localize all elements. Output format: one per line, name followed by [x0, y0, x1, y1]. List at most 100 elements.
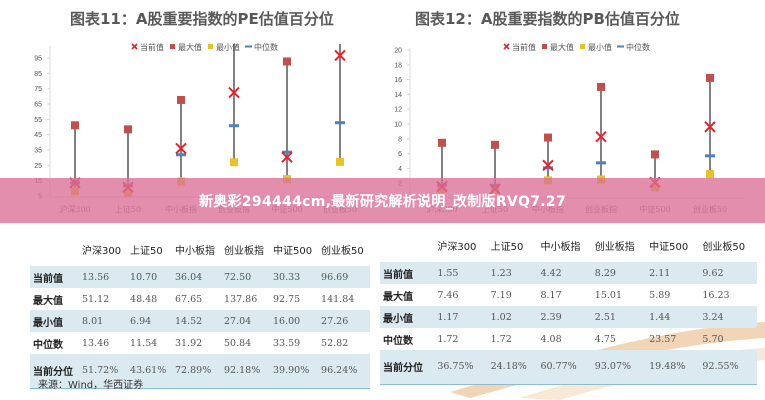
y-tick-label: 45 — [34, 132, 42, 139]
source-note: 来源：Wind，华西证券 — [38, 380, 144, 391]
max-marker — [544, 133, 552, 142]
table-cell: 33.59 — [273, 337, 301, 349]
table-cell: 27.04 — [221, 310, 271, 332]
table-cell: 43.61% — [127, 354, 173, 389]
table-cell: 52.82 — [321, 337, 349, 349]
table-corner — [30, 232, 79, 266]
table-cell: 10.70 — [127, 266, 173, 288]
column-header: 创业板50 — [702, 241, 746, 253]
table-row: 最大值 51.12 48.48 67.65 137.86 92.75 141.84 — [30, 288, 370, 310]
table-header-row: 沪深300 上证50 中小板指 创业板指 中证500 创业板50 — [30, 232, 370, 266]
column-header: 中证500 — [649, 241, 689, 253]
legend-label: 最小值 — [216, 42, 240, 52]
chart-title-pe: 图表11：A股重要指数的PE估值百分位 — [70, 10, 334, 28]
y-tick-label: 14 — [394, 92, 402, 99]
column-header: 沪深300 — [82, 245, 122, 257]
legend-label: 中位数 — [254, 42, 278, 52]
table-cell: 6.94 — [127, 310, 173, 332]
table-row: 最小值 1.17 1.02 2.39 2.51 1.44 3.24 — [380, 306, 757, 328]
table-cell: 30.33 — [270, 266, 319, 288]
y-tick-label: 85 — [34, 71, 42, 78]
min-marker — [230, 158, 238, 167]
table-row: 当前分位 36.75% 24.18% 60.77% 93.07% 19.48% 92.55% — [380, 350, 757, 385]
table-cell: 16.00 — [270, 310, 319, 332]
table-cell: 1.02 — [487, 306, 538, 328]
overlay-banner[interactable]: 新奥彩294444cm,最新研究解析说明_改制版RVQ7.27 — [0, 178, 765, 223]
column-header: 中证500 — [273, 245, 313, 257]
legend-label: 当前值 — [140, 42, 164, 52]
legend-label: 最大值 — [178, 42, 202, 52]
current-marker — [704, 121, 716, 133]
y-tick-label: 65 — [34, 102, 42, 109]
table-cell: 48.48 — [130, 293, 158, 305]
min-marker — [336, 157, 344, 166]
table-row: 当前值 13.56 10.70 36.04 72.50 30.33 96.69 — [30, 266, 370, 288]
table-cell: 60.77% — [537, 350, 592, 385]
table-cell: 8.17 — [540, 289, 562, 301]
chart-title-pb: 图表12：A股重要指数的PB估值百分位 — [415, 10, 680, 28]
table-corner — [380, 228, 434, 262]
max-marker — [438, 138, 446, 147]
legend-dash-icon — [617, 45, 624, 48]
table-cell: 96.69 — [318, 266, 370, 288]
max-marker — [71, 121, 79, 130]
column-header: 中小板指 — [175, 245, 216, 257]
table-cell: 1.17 — [434, 306, 488, 328]
table-cell: 14.52 — [172, 310, 222, 332]
row-header: 当前分位 — [30, 354, 79, 389]
max-marker — [124, 125, 132, 134]
current-marker — [281, 151, 293, 163]
table-header-row: 沪深300 上证50 中小板指 创业板指 中证500 创业板50 — [380, 228, 757, 262]
row-header: 当前值 — [380, 262, 435, 284]
current-marker — [595, 130, 607, 143]
median-marker — [596, 161, 606, 165]
table-cell: 27.26 — [318, 310, 370, 332]
table-cell: 1.72 — [437, 333, 459, 345]
table-cell: 9.62 — [699, 262, 757, 284]
table-row: 中位数 1.72 1.72 4.08 4.75 23.57 5.70 — [380, 328, 757, 350]
table-cell: 51.12 — [82, 293, 110, 305]
median-marker — [543, 166, 553, 170]
table-cell: 8.01 — [79, 310, 128, 332]
row-header: 当前分位 — [380, 350, 435, 385]
row-header: 最小值 — [30, 310, 79, 332]
column-header: 沪深300 — [437, 241, 477, 253]
table-row: 当前分位 51.72% 43.61% 72.89% 92.18% 39.90% 96.24% — [30, 354, 370, 389]
legend-x-icon — [503, 43, 510, 50]
current-marker — [228, 86, 240, 99]
legend-label: 最小值 — [588, 42, 612, 52]
legend-label: 最大值 — [550, 42, 574, 52]
column-header: 创业板指 — [594, 241, 635, 253]
table-cell: 96.24% — [318, 354, 370, 389]
table-cell: 39.90% — [270, 354, 319, 389]
table-cell: 137.86 — [224, 293, 258, 305]
table-cell: 5.89 — [649, 289, 671, 301]
table-cell: 2.39 — [537, 306, 592, 328]
y-tick-label: 35 — [34, 148, 42, 155]
legend-square-icon — [542, 44, 547, 49]
table-cell: 2.51 — [591, 306, 647, 328]
row-header: 最小值 — [380, 306, 435, 328]
column-header: 创业板指 — [224, 245, 265, 257]
table-cell: 13.56 — [79, 266, 128, 288]
table-cell: 11.54 — [130, 337, 158, 349]
current-marker — [175, 142, 187, 155]
y-tick-label: 12 — [394, 107, 402, 114]
table-cell: 1.44 — [646, 306, 700, 328]
table-cell: 92.18% — [221, 354, 271, 389]
table-cell: 92.55% — [699, 350, 757, 385]
max-marker — [491, 140, 499, 149]
table-cell: 67.65 — [175, 293, 203, 305]
legend-label: 当前值 — [512, 42, 536, 52]
table-row: 最小值 8.01 6.94 14.52 27.04 16.00 27.26 — [30, 310, 370, 332]
table-cell: 8.29 — [591, 262, 647, 284]
table-cell: 72.50 — [221, 266, 271, 288]
table-cell: 5.70 — [702, 333, 724, 345]
median-marker — [176, 153, 186, 157]
median-marker — [229, 124, 239, 128]
table-cell: 1.23 — [487, 262, 538, 284]
y-tick-label: 75 — [34, 86, 42, 93]
legend-dash-icon — [245, 45, 252, 48]
legend-square-icon — [170, 44, 175, 49]
legend-square-icon — [580, 44, 585, 49]
